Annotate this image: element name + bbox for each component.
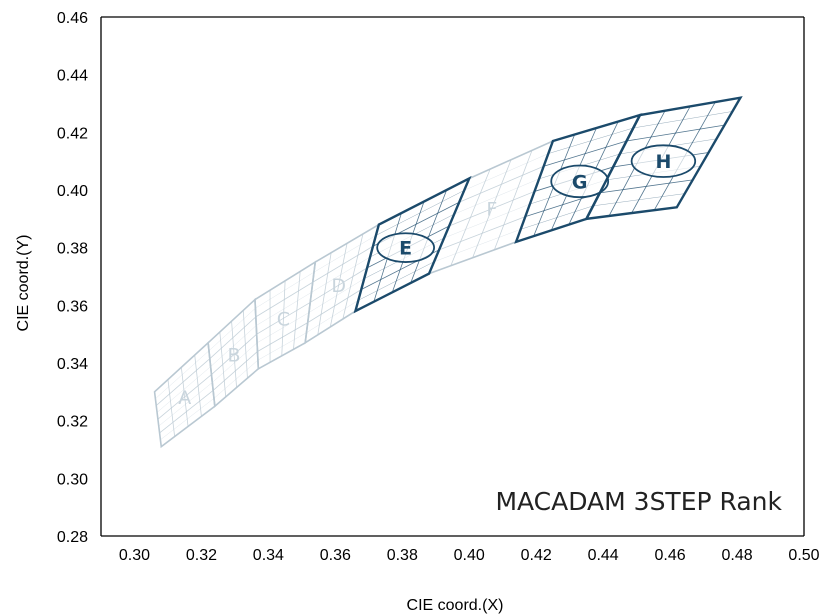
bin-grid-line [493, 150, 533, 250]
bin-grid-line [310, 267, 368, 303]
bin-grid-line [308, 278, 365, 313]
macadam-ellipse [376, 232, 435, 263]
bin-grid-line [633, 111, 733, 129]
bin-grid-line [194, 355, 202, 417]
bin-grid-line [434, 229, 521, 262]
bin-grid-line [213, 359, 259, 399]
bin-grid-line [156, 366, 211, 413]
macadam-ellipse [630, 144, 697, 178]
x-tick-label: 0.50 [788, 547, 819, 564]
bin-label: F [486, 199, 497, 221]
x-tick-label: 0.36 [320, 547, 351, 564]
bin-grid-line [159, 390, 214, 434]
bin-grid-line [342, 233, 364, 320]
bin-grid-line [256, 312, 310, 344]
bin-grid-line [464, 153, 549, 191]
bin-outline [353, 175, 472, 314]
bin-label: A [178, 387, 191, 409]
y-tick-label: 0.30 [57, 471, 88, 488]
x-tick-label: 0.38 [387, 547, 418, 564]
rank-annotation: MACADAM 3STEP Rank [495, 487, 782, 516]
bin-grid-line [158, 382, 213, 427]
x-tick-label: 0.40 [454, 547, 485, 564]
y-tick-label: 0.28 [57, 529, 88, 546]
bin-grid-line [157, 374, 212, 420]
bin-outline [584, 96, 743, 221]
y-tick-label: 0.42 [57, 125, 88, 142]
y-axis-ticks: 0.28 0.30 0.32 0.34 0.36 0.38 0.40 0.42 0.44 0.46 [57, 10, 88, 546]
y-tick-label: 0.34 [57, 356, 88, 373]
bin-grid-line [449, 191, 535, 227]
bin-label: G [572, 171, 588, 193]
y-tick-label: 0.46 [57, 10, 88, 27]
macadam-ellipse [550, 164, 610, 199]
bin-grid-line [256, 292, 312, 326]
bin-grid-line [311, 256, 371, 293]
y-tick-label: 0.36 [57, 298, 88, 315]
bin-D: D [304, 222, 381, 345]
bin-grid-line [313, 235, 377, 273]
bin-label: D [331, 275, 346, 297]
bin-grid-line [160, 398, 215, 440]
bin-label: B [228, 344, 241, 366]
x-tick-label: 0.44 [588, 547, 619, 564]
bin-grid-line [155, 350, 210, 399]
bin-grid-line [212, 351, 258, 391]
y-tick-label: 0.44 [57, 68, 88, 85]
bin-E: E [353, 175, 472, 314]
bin-label: H [655, 151, 671, 173]
bin-grid-line [593, 193, 685, 207]
bin-G: G [514, 113, 643, 244]
bin-grid-line [256, 302, 311, 335]
x-tick-label: 0.46 [655, 547, 686, 564]
bin-A: A [153, 341, 216, 449]
highlighted-bins: E G H [353, 96, 743, 314]
x-tick-label: 0.34 [253, 547, 284, 564]
bin-label: C [277, 308, 290, 330]
bin-F: F [427, 139, 555, 275]
bin-label: E [399, 238, 412, 260]
bin-grid-line [255, 271, 315, 309]
bin-grid-line [520, 205, 594, 230]
x-tick-label: 0.48 [721, 547, 752, 564]
faded-bins: A B C D F [153, 139, 555, 449]
bin-grid-line [438, 216, 526, 251]
bin-grid-line [293, 271, 301, 350]
bin-C: C [254, 260, 317, 371]
bin-grid-line [212, 342, 258, 383]
bin-grid-line [444, 203, 531, 239]
x-tick-label: 0.32 [186, 547, 217, 564]
y-tick-label: 0.40 [57, 183, 88, 200]
y-axis-label: CIE coord.(Y) [15, 235, 32, 332]
bin-H: H [584, 96, 743, 221]
bin-grid-line [307, 289, 362, 323]
x-tick-label: 0.42 [521, 547, 552, 564]
bin-grid-line [210, 325, 257, 367]
bin-grid-line [257, 332, 307, 361]
y-tick-label: 0.38 [57, 241, 88, 258]
y-tick-label: 0.32 [57, 414, 88, 431]
bin-grid-line [358, 261, 435, 301]
bin-B: B [207, 297, 260, 408]
bin-grid-line [257, 322, 308, 352]
bin-grid-line [306, 300, 359, 333]
plot-frame [100, 16, 805, 537]
bin-grid-line [548, 127, 634, 154]
x-axis-label: CIE coord.(X) [407, 597, 504, 614]
bin-grid-line [454, 178, 540, 215]
x-axis-ticks: 0.30 0.32 0.34 0.36 0.38 0.40 0.42 0.44 0.46 0.48… [119, 547, 820, 564]
bin-grid-line [375, 190, 465, 236]
bin-grid-line [208, 308, 256, 351]
bin-grid-line [242, 310, 248, 379]
bin-grid-line [410, 189, 448, 284]
bin-grid-line [599, 179, 693, 194]
bin-grid-line [211, 333, 257, 375]
x-tick-label: 0.30 [119, 547, 150, 564]
